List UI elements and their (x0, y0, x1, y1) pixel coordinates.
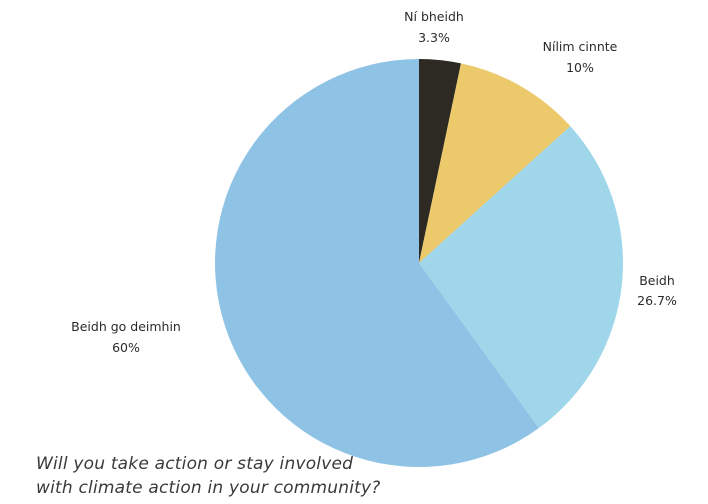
slice-value-nilim-cinnte: 10% (566, 60, 594, 75)
slice-value-beidh: 26.7% (637, 293, 677, 308)
pie-slice-n-lim-cinnte (419, 63, 571, 264)
slice-label-ni-bheidh: Ní bheidh (404, 9, 464, 24)
caption-line-2: with climate action in your community? (36, 478, 381, 498)
slice-label-beidh: Beidh (639, 273, 675, 288)
pie-labels: Ní bheidh 3.3% Nílim cinnte 10% Beidh 26… (71, 9, 677, 355)
chart-caption: Will you take action or stay involved wi… (36, 452, 456, 500)
slice-label-beidh-go-deimhin: Beidh go deimhin (71, 319, 181, 334)
slice-value-beidh-go-deimhin: 60% (112, 340, 140, 355)
slice-value-ni-bheidh: 3.3% (418, 30, 450, 45)
pie-slice-beidh-go-deimhin (215, 59, 539, 467)
pie-slice-n-bheidh (419, 59, 461, 263)
pie-slice-beidh (419, 126, 623, 429)
caption-line-1: Will you take action or stay involved (36, 454, 354, 474)
slice-label-nilim-cinnte: Nílim cinnte (543, 39, 618, 54)
pie-slices (215, 59, 623, 467)
